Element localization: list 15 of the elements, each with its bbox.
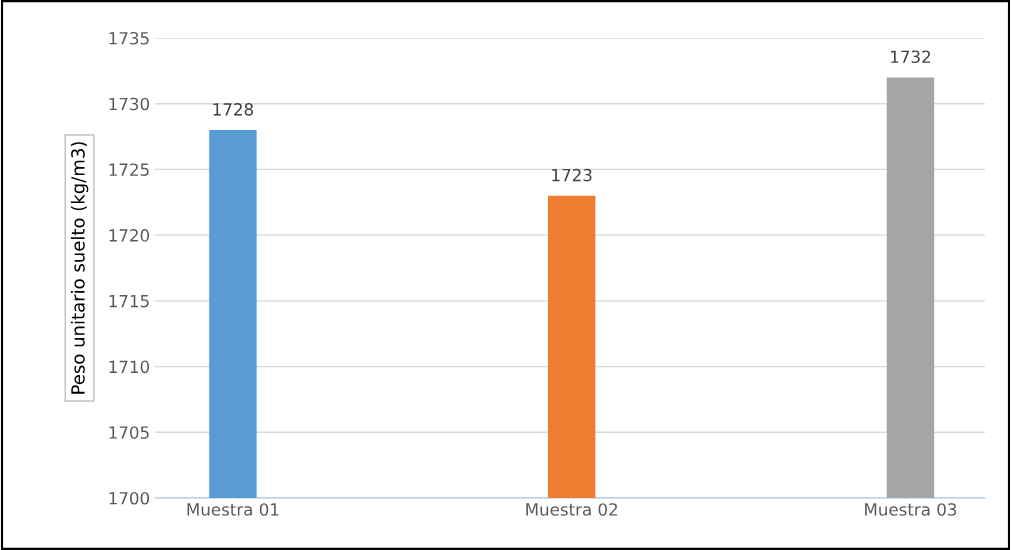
data-label: 1728 — [213, 103, 253, 116]
y-tick-label: 1705 — [109, 426, 149, 439]
y-tick-label: 1700 — [109, 491, 150, 505]
y-tick-label: 1715 — [109, 295, 149, 308]
y-tick-label: 1735 — [109, 31, 149, 45]
y-axis-title: Peso unitario suelto (kg/m3) — [70, 142, 89, 394]
y-tick-label: 1710 — [109, 360, 150, 374]
x-tick-label: Muestra 03 — [865, 503, 957, 516]
x-tick-label: Muestra 02 — [526, 503, 618, 516]
y-tick-label: 1730 — [109, 97, 150, 111]
data-label: 1732 — [891, 50, 931, 64]
y-tick-label: 1725 — [109, 163, 149, 176]
data-label: 1723 — [552, 168, 592, 182]
x-tick-label: Muestra 01 — [187, 503, 279, 516]
y-tick-label: 1720 — [109, 229, 150, 242]
